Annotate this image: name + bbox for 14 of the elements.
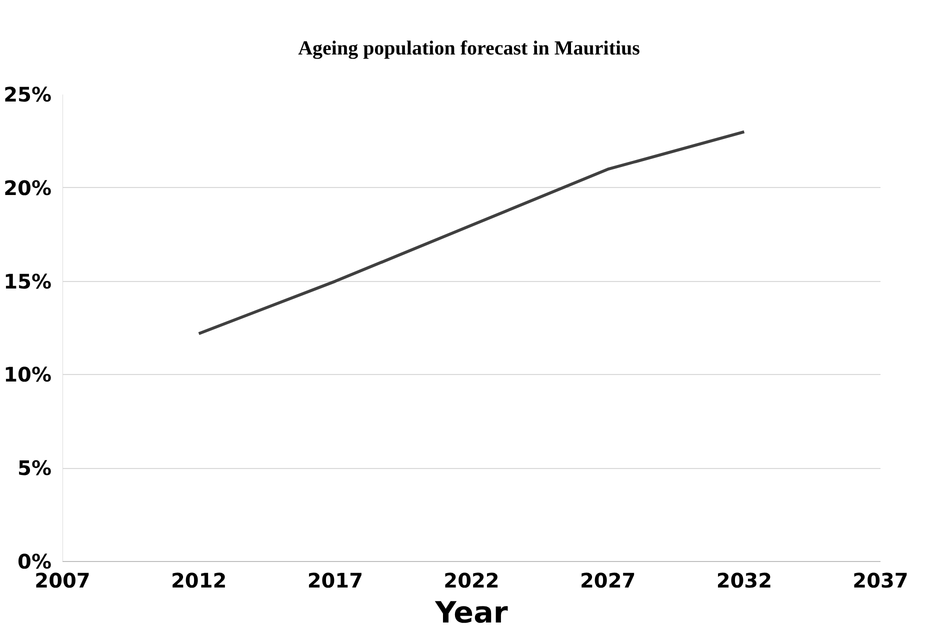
chart-title: Ageing population forecast in Mauritius <box>298 38 640 60</box>
x-tick-label: 2032 <box>716 568 772 592</box>
y-tick-label: 20% <box>4 176 52 200</box>
line-series <box>197 130 746 336</box>
x-tick-label: 2017 <box>307 568 364 592</box>
x-tick-label: 2012 <box>171 568 227 592</box>
y-tick-label: 5% <box>18 456 52 480</box>
x-tick-label: 2037 <box>852 568 908 592</box>
y-tick-label: 10% <box>4 362 52 387</box>
x-axis-title: Year <box>434 596 508 630</box>
y-tick-label: 15% <box>4 269 52 294</box>
y-tick-label: 25% <box>4 82 52 106</box>
x-tick-label: 2027 <box>580 568 636 592</box>
x-tick-label: 2022 <box>444 568 500 592</box>
